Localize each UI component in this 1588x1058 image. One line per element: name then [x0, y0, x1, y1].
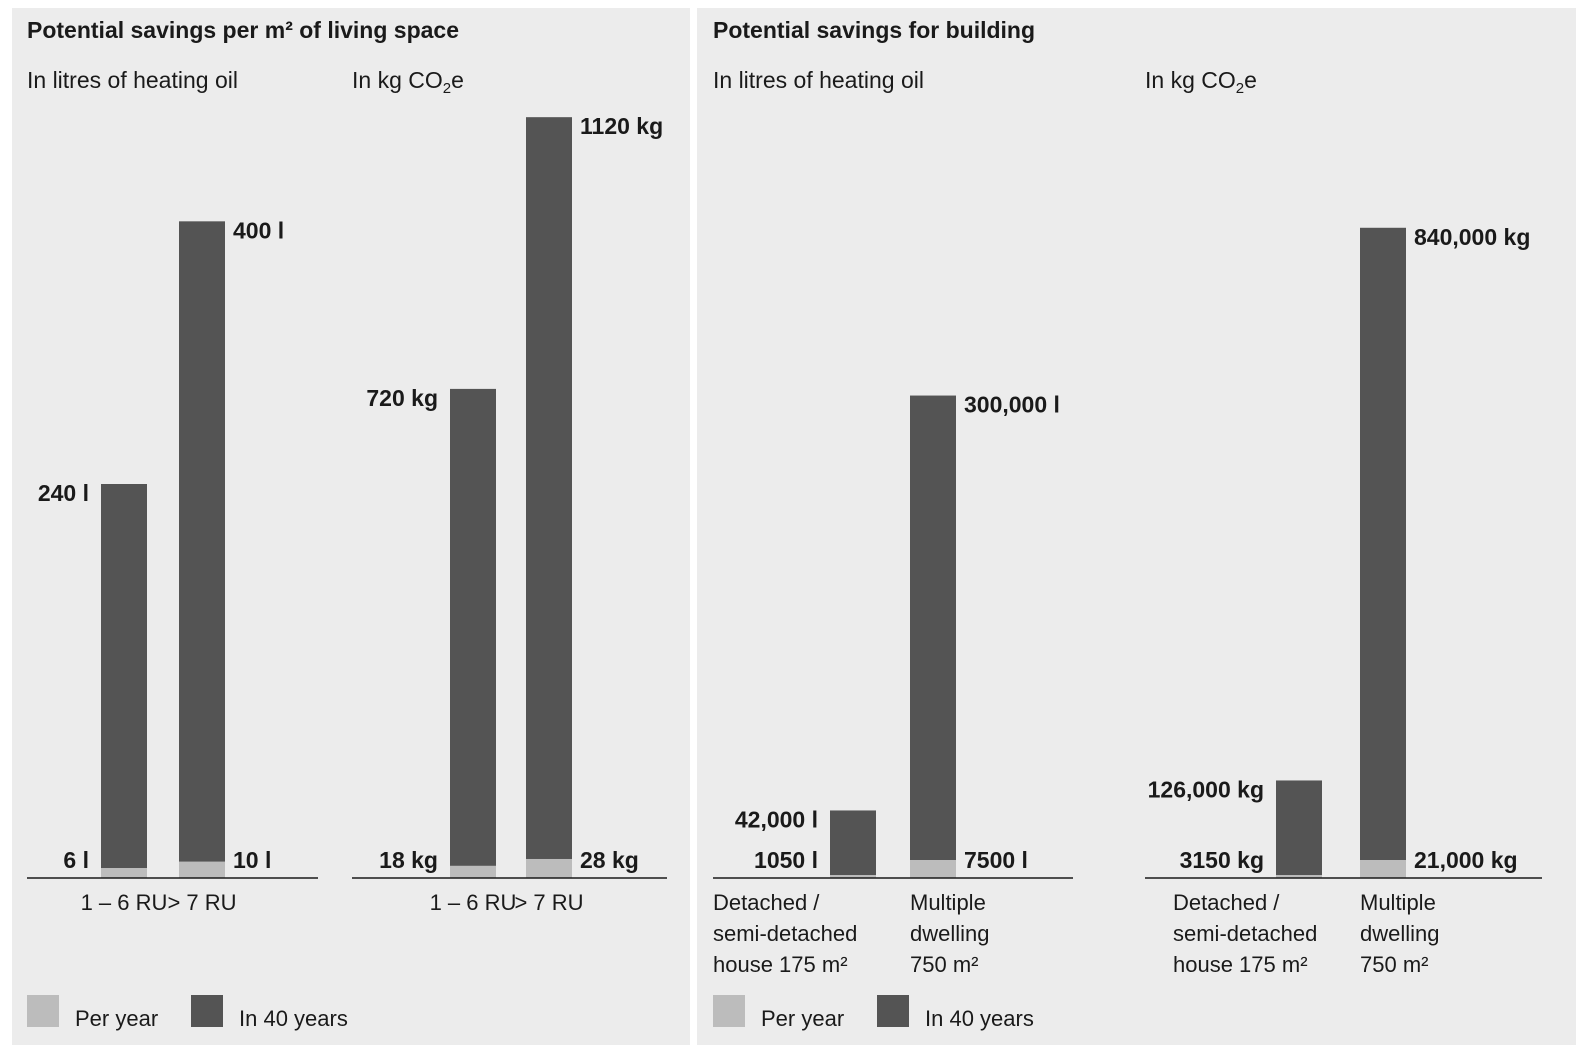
category-label: house 175 m² [713, 952, 848, 977]
category-label: 1 – 6 RU [81, 890, 168, 915]
chart-subtitle: In kg CO2e [1145, 67, 1257, 97]
data-label-in-40-years: 840,000 kg [1414, 224, 1530, 250]
legend-label-per-year: Per year [75, 1006, 158, 1031]
category-label: semi-detached [713, 921, 857, 946]
data-label-in-40-years: 126,000 kg [1148, 776, 1264, 802]
bar-in-40-years [910, 395, 956, 878]
data-label-per-year: 3150 kg [1180, 847, 1264, 873]
bar-per-year [450, 865, 496, 878]
bar-in-40-years [830, 810, 876, 878]
category-label: 750 m² [1360, 952, 1428, 977]
category-label: > 7 RU [167, 890, 236, 915]
legend-label-per-year-building: Per year [761, 1006, 844, 1031]
data-label-per-year: 28 kg [580, 847, 639, 873]
data-label-in-40-years: 400 l [233, 217, 284, 243]
bar-in-40-years [450, 388, 496, 878]
data-label-per-year: 21,000 kg [1414, 847, 1518, 873]
chart-subtitle: In litres of heating oil [713, 67, 924, 93]
chart-subtitle: In litres of heating oil [27, 67, 238, 93]
data-label-in-40-years: 720 kg [366, 385, 438, 411]
category-label: Multiple [910, 890, 986, 915]
panel-title-building: Potential savings for building [713, 17, 1035, 43]
category-label: 1 – 6 RU [430, 890, 517, 915]
legend-label-in-40-years: In 40 years [239, 1006, 348, 1031]
bar-per-year [179, 861, 225, 878]
chart-heating-oil-per-m2: In litres of heating oil 240 l 6 l 1 – 6 RU… [27, 67, 318, 915]
bar-in-40-years [179, 221, 225, 879]
category-label: dwelling [910, 921, 990, 946]
bar-per-year [830, 875, 876, 878]
data-label-per-year: 1050 l [754, 847, 818, 873]
data-label-per-year: 18 kg [379, 847, 438, 873]
bar-in-40-years [101, 484, 147, 878]
legend-swatch-per-year-building [713, 995, 745, 1027]
bar-per-year [1276, 875, 1322, 878]
chart-heating-oil-building: In litres of heating oil 42,000 l 1050 l De… [713, 67, 1073, 977]
category-label: semi-detached [1173, 921, 1317, 946]
data-label-in-40-years: 42,000 l [735, 806, 818, 832]
bar-per-year [526, 858, 572, 878]
data-label-in-40-years: 300,000 l [964, 392, 1060, 418]
bar-per-year [910, 860, 956, 878]
bar-in-40-years [526, 117, 572, 878]
category-label: Detached / [1173, 890, 1280, 915]
bar-per-year [1360, 860, 1406, 878]
bar-in-40-years [1360, 227, 1406, 879]
category-label: Multiple [1360, 890, 1436, 915]
chart-subtitle: In kg CO2e [352, 67, 464, 97]
legend-swatch-in-40-years [191, 995, 223, 1027]
bar-per-year [101, 868, 147, 878]
data-label-per-year: 7500 l [964, 847, 1028, 873]
data-label-in-40-years: 1120 kg [580, 113, 663, 139]
chart-co2e-per-m2: In kg CO2e 720 kg 18 kg 1 – 6 RU 1120 kg 28 k… [352, 67, 667, 915]
bar-in-40-years [1276, 780, 1322, 878]
legend-swatch-in-40-years-building [877, 995, 909, 1027]
category-label: dwelling [1360, 921, 1440, 946]
legend-label-in-40-years-building: In 40 years [925, 1006, 1034, 1031]
data-label-in-40-years: 240 l [38, 480, 89, 506]
category-label: Detached / [713, 890, 820, 915]
panel-title-living-space: Potential savings per m² of living space [27, 17, 459, 43]
category-label: house 175 m² [1173, 952, 1308, 977]
data-label-per-year: 6 l [63, 847, 89, 873]
category-label: 750 m² [910, 952, 978, 977]
category-label: > 7 RU [514, 890, 583, 915]
chart-co2e-building: In kg CO2e 126,000 kg 3150 kg Detached / sem… [1145, 67, 1542, 977]
legend-swatch-per-year [27, 995, 59, 1027]
data-label-per-year: 10 l [233, 847, 271, 873]
